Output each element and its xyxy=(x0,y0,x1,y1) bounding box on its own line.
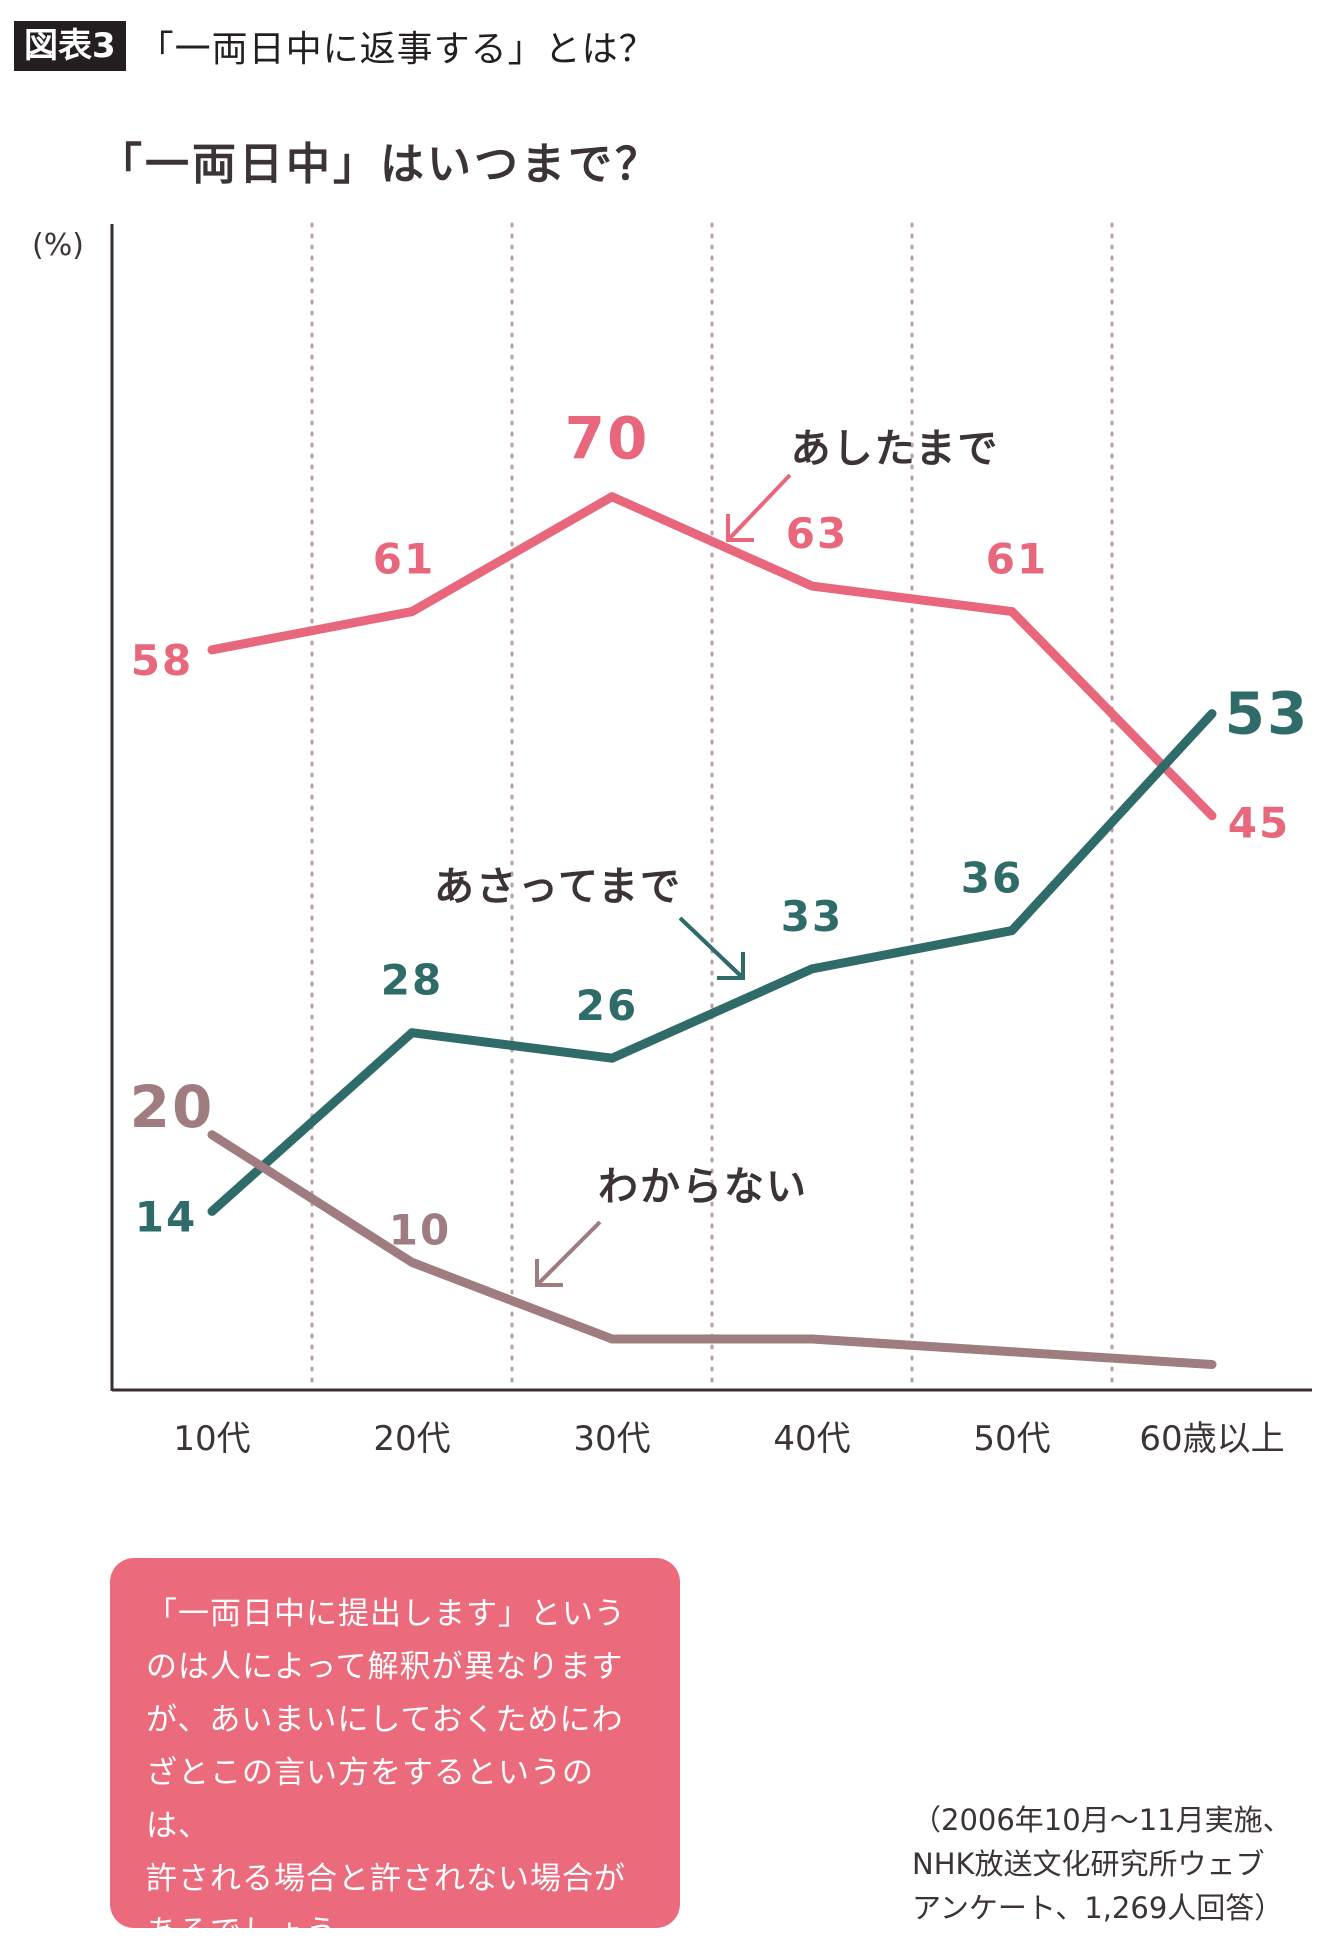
x-tick-label: 60歳以上 xyxy=(1139,1419,1284,1459)
callout-arrowhead xyxy=(726,519,748,542)
note-line: ざとこの言い方をするというのは、 xyxy=(146,1755,594,1844)
series-line-wakaranai xyxy=(207,1130,1217,1369)
series-name-label: あさってまで xyxy=(434,864,682,910)
note-line: あるでしょう。 xyxy=(146,1914,369,1950)
callout-arrowhead xyxy=(726,514,754,542)
series-name-label: あしたまで xyxy=(791,426,1000,472)
x-tick-label: 10代 xyxy=(173,1419,250,1459)
callout-arrowhead xyxy=(717,952,745,980)
source-line: （2006年10月〜11月実施、 xyxy=(912,1803,1292,1837)
note-line: のは人によって解釈が異なります xyxy=(146,1649,624,1685)
series-line-asatte-made xyxy=(207,709,1217,1216)
figure-label: 図表3 xyxy=(14,21,126,71)
series-name-label: わからない xyxy=(598,1164,808,1210)
data-label: 61 xyxy=(373,535,435,584)
source-line: NHK放送文化研究所ウェブ xyxy=(912,1847,1265,1881)
data-label: 26 xyxy=(576,981,638,1030)
data-label: 33 xyxy=(781,892,843,941)
line-chart: (%) 10代 20代 30代 40代 50代 60歳以上 58 61 70 63 61 45 14 28 2… xyxy=(32,222,1312,1459)
data-label: 45 xyxy=(1228,799,1290,848)
source-note: （2006年10月〜11月実施、 NHK放送文化研究所ウェブ アンケート、1,2… xyxy=(912,1798,1322,1930)
data-label: 63 xyxy=(786,509,848,558)
callout-arrowhead xyxy=(535,1265,557,1287)
data-label: 61 xyxy=(986,535,1048,584)
callout-arrowhead xyxy=(722,958,745,980)
data-label: 28 xyxy=(381,956,443,1005)
data-label: 36 xyxy=(961,854,1023,903)
note-box: 「一両日中に提出します」という のは人によって解釈が異なります が、あいまいにし… xyxy=(110,1558,680,1950)
data-label: 70 xyxy=(565,405,650,473)
figure-title: 「一両日中に返事する」とは？ xyxy=(137,29,656,70)
note-line: が、あいまいにしておくためにわ xyxy=(146,1702,624,1738)
note-line: 許される場合と許されない場合が xyxy=(146,1861,626,1897)
x-tick-label: 40代 xyxy=(773,1419,850,1459)
data-label: 53 xyxy=(1225,680,1310,748)
data-label: 20 xyxy=(130,1073,215,1141)
y-axis-label: (%) xyxy=(32,228,84,263)
x-tick-label: 30代 xyxy=(573,1419,650,1459)
source-line: アンケート、1,269人回答） xyxy=(912,1891,1284,1925)
x-tick-label: 50代 xyxy=(973,1419,1050,1459)
callout-arrowhead xyxy=(535,1259,563,1287)
data-label: 58 xyxy=(131,636,193,685)
series-line-ashita-made xyxy=(207,492,1217,821)
figure-header: 図表3 「一両日中に返事する」とは？ xyxy=(14,20,656,72)
data-label: 14 xyxy=(135,1192,197,1241)
x-tick-label: 20代 xyxy=(373,1419,450,1459)
note-line: 「一両日中に提出します」という xyxy=(146,1596,626,1632)
chart-title: 「一両日中」はいつまで？ xyxy=(98,139,662,190)
data-label: 10 xyxy=(389,1205,451,1254)
